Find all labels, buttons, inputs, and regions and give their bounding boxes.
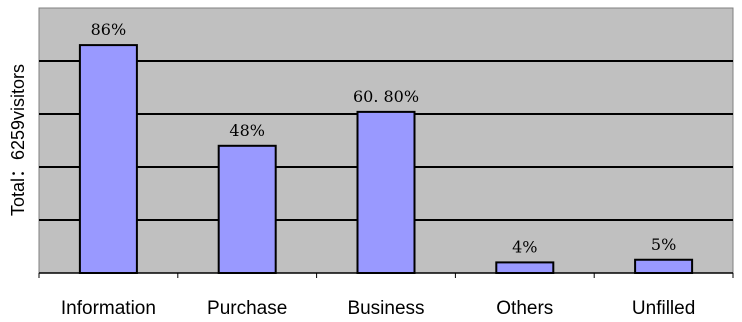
category-label-purchase: Purchase <box>207 298 287 319</box>
y-axis-label: Total：6259visitors <box>8 64 28 216</box>
bar-others <box>495 261 555 274</box>
value-label-others: 4% <box>512 237 537 256</box>
value-label-unfilled: 5% <box>651 235 676 254</box>
bar-unfilled <box>634 258 694 274</box>
category-label-information: Information <box>61 298 156 319</box>
bar-purchase <box>217 144 277 274</box>
value-label-business: 60. 80% <box>353 87 419 106</box>
x-axis-ticks <box>38 273 734 278</box>
value-labels: 86% 48% 60. 80% 4% 5% <box>91 20 677 256</box>
category-labels: Information Purchase Business Others Unfille… <box>61 298 695 319</box>
category-label-others: Others <box>496 298 553 319</box>
value-label-purchase: 48% <box>229 121 265 140</box>
bar-information <box>78 44 138 274</box>
value-label-information: 86% <box>91 20 127 39</box>
category-label-unfilled: Unfilled <box>632 298 695 319</box>
bar-business <box>356 110 416 274</box>
category-label-business: Business <box>347 298 424 319</box>
